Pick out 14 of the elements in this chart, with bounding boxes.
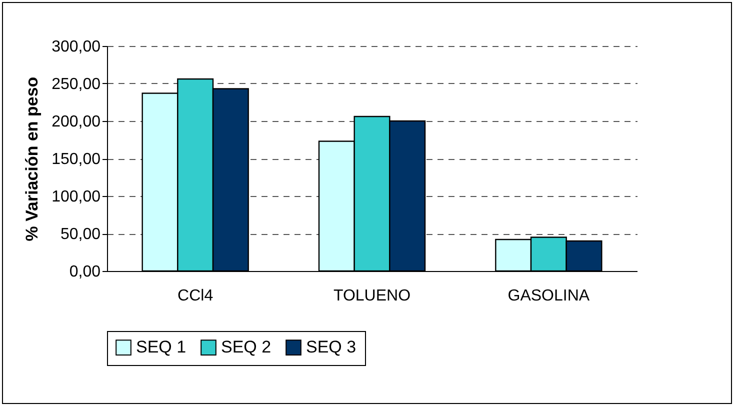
y-tick-label: 0,00	[69, 264, 101, 280]
y-tick-label: 150,00	[52, 151, 101, 168]
legend-label: SEQ 2	[221, 338, 272, 357]
x-tick-label: GASOLINA	[508, 288, 590, 304]
y-tick-label: 50,00	[60, 226, 101, 243]
y-axis-title: % Variación en peso	[22, 76, 42, 242]
x-tick-label: TOLUENO	[333, 288, 411, 304]
y-tick-label: 200,00	[52, 114, 101, 130]
y-tick-label: 300,00	[52, 38, 101, 56]
legend-label: SEQ 1	[136, 338, 186, 357]
legend-label: SEQ 3	[306, 338, 356, 357]
x-tick-label: CCl4	[178, 288, 214, 304]
y-tick-label: 100,00	[52, 188, 101, 206]
y-tick-label: 250,00	[52, 76, 101, 93]
